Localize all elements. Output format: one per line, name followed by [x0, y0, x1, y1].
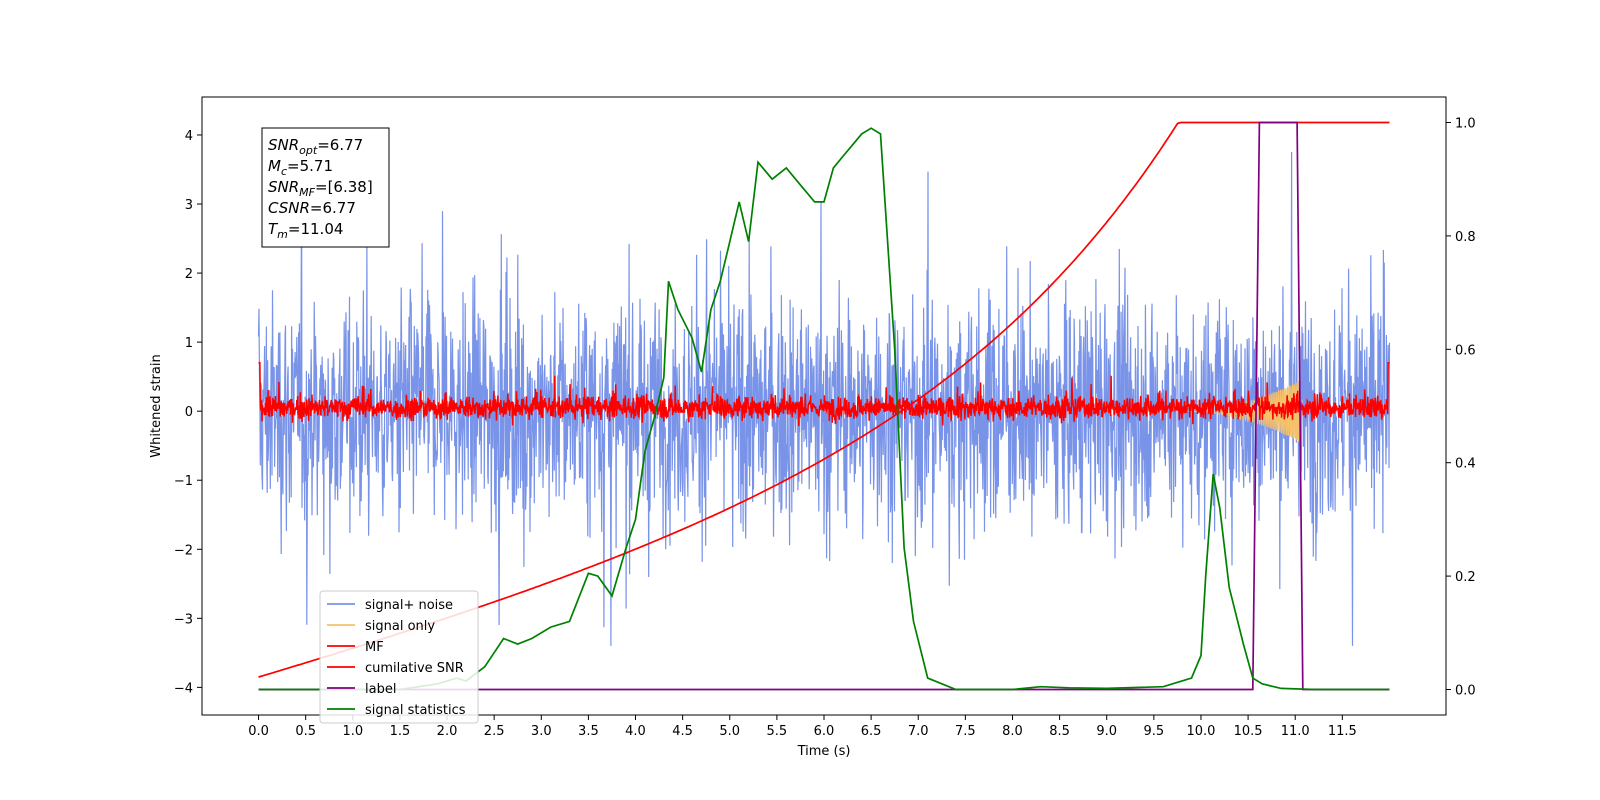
legend-frame	[319, 590, 479, 724]
series-signal-noise-line	[257, 151, 1391, 646]
series-signal-statistics-line	[258, 127, 1390, 691]
legend-label: signal+ noise	[365, 598, 453, 613]
x-tick-label: 5.0	[719, 724, 740, 739]
y-tick-label: −2	[174, 543, 193, 558]
legend: signal+ noise signal only MF cumilative SNR…	[319, 590, 479, 724]
x-tick-label: 7.0	[908, 724, 929, 739]
x-tick-label: 11.0	[1281, 724, 1310, 739]
y2-tick-label: 0.0	[1455, 683, 1476, 698]
x-tick-label: 11.5	[1328, 724, 1357, 739]
annotation-line: Tm=11.04	[268, 220, 343, 241]
x-tick-label: 10.0	[1186, 724, 1215, 739]
x-axis-label: Time (s)	[797, 744, 851, 759]
axes-layer: 0.0 0.5 1.0 1.5 2.0 2.5 3.0 3.5 4.0 4.5 5.0 5.5 6.0 6…	[174, 117, 1476, 739]
x-tick-label: 4.0	[625, 724, 646, 739]
y2-tick-label: 0.4	[1455, 457, 1476, 472]
x-tick-label: 9.0	[1096, 724, 1117, 739]
x-tick-label: 0.5	[295, 724, 316, 739]
y-tick-label: −3	[174, 612, 193, 627]
x-tick-label: 2.0	[437, 724, 458, 739]
x-tick-label: 10.5	[1234, 724, 1263, 739]
legend-label: signal only	[365, 619, 435, 634]
y-tick-label: −4	[174, 681, 193, 696]
annotation-frame	[261, 127, 390, 248]
legend-label: label	[365, 682, 396, 697]
x-tick-label: 1.5	[390, 724, 411, 739]
x-tick-label: 1.0	[342, 724, 363, 739]
y-axis-label: Whitened strain	[149, 354, 164, 457]
y2-tick-label: 1.0	[1455, 117, 1476, 132]
x-tick-label: 7.5	[955, 724, 976, 739]
x-tick-label: 2.5	[484, 724, 505, 739]
legend-label: cumilative SNR	[365, 661, 464, 676]
x-tick-label: 9.5	[1144, 724, 1165, 739]
y-tick-label: 4	[185, 129, 193, 144]
y-tick-label: 2	[185, 267, 193, 282]
x-tick-label: 6.5	[861, 724, 882, 739]
annotation-line: Mc=5.71	[268, 157, 333, 178]
annotation-line: CSNR=6.77	[268, 199, 356, 217]
annotation-line: SNRopt=6.77	[268, 136, 363, 157]
y2-tick-label: 0.6	[1455, 343, 1476, 358]
x-tick-label: 5.5	[767, 724, 788, 739]
annotation-line: SNRMF=[6.38]	[268, 178, 373, 199]
y-tick-label: 3	[185, 198, 193, 213]
x-tick-label: 3.5	[578, 724, 599, 739]
x-tick-label: 4.5	[672, 724, 693, 739]
y2-tick-label: 0.8	[1455, 230, 1476, 245]
y-tick-label: −1	[174, 474, 193, 489]
legend-label: MF	[365, 640, 384, 655]
x-tick-label: 3.0	[531, 724, 552, 739]
legend-label: signal statistics	[365, 703, 466, 718]
y-tick-label: 1	[185, 336, 193, 351]
x-tick-label: 6.0	[814, 724, 835, 739]
x-tick-label: 0.0	[248, 724, 269, 739]
series-mf-line	[258, 362, 1390, 427]
y2-tick-label: 0.2	[1455, 570, 1476, 585]
x-tick-label: 8.0	[1002, 724, 1023, 739]
x-tick-label: 8.5	[1049, 724, 1070, 739]
y-tick-label: 0	[185, 405, 193, 420]
